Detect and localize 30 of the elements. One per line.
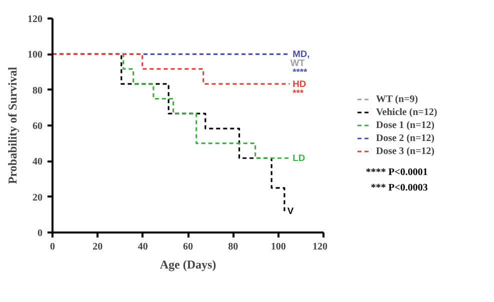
legend-label: Dose 1 (n=12) [376,119,434,131]
x-tick-label: 60 [183,242,193,252]
x-tick-label: 80 [228,242,238,252]
x-tick-label: 20 [92,242,103,252]
y-axis-title: Probability of Survival [6,66,20,184]
x-tick-label: 0 [50,242,55,252]
y-tick-label: 20 [32,192,42,204]
y-tick-label: 60 [32,121,42,132]
text: **** P<0.0001 [366,166,428,178]
x-tick-label: 120 [312,242,328,252]
y-tick-label: 120 [28,14,42,25]
annotation: *** [292,88,304,98]
x-tick-label: 40 [138,242,148,252]
legend-label: Dose 2 (n=12) [376,132,434,144]
y-tick-label: 100 [28,50,42,61]
text: *** P<0.0003 [370,182,428,194]
y-tick-label: 40 [32,156,42,168]
annotation: LD [292,153,306,164]
annotation: **** [292,67,308,78]
legend-label: Vehicle (n=12) [376,106,438,118]
x-tick-label: 100 [270,242,286,252]
annotation: MD, [292,49,310,60]
legend-label: Dose 3 (n=12) [376,145,434,157]
y-tick-label: 80 [32,85,42,96]
annotation: WT [290,58,306,68]
annotation: HD [292,78,306,89]
legend-label: WT (n=9) [376,93,418,105]
x-axis-title: Age (Days) [160,258,216,272]
y-tick-label: 0 [38,228,42,239]
annotation: V [287,206,294,216]
